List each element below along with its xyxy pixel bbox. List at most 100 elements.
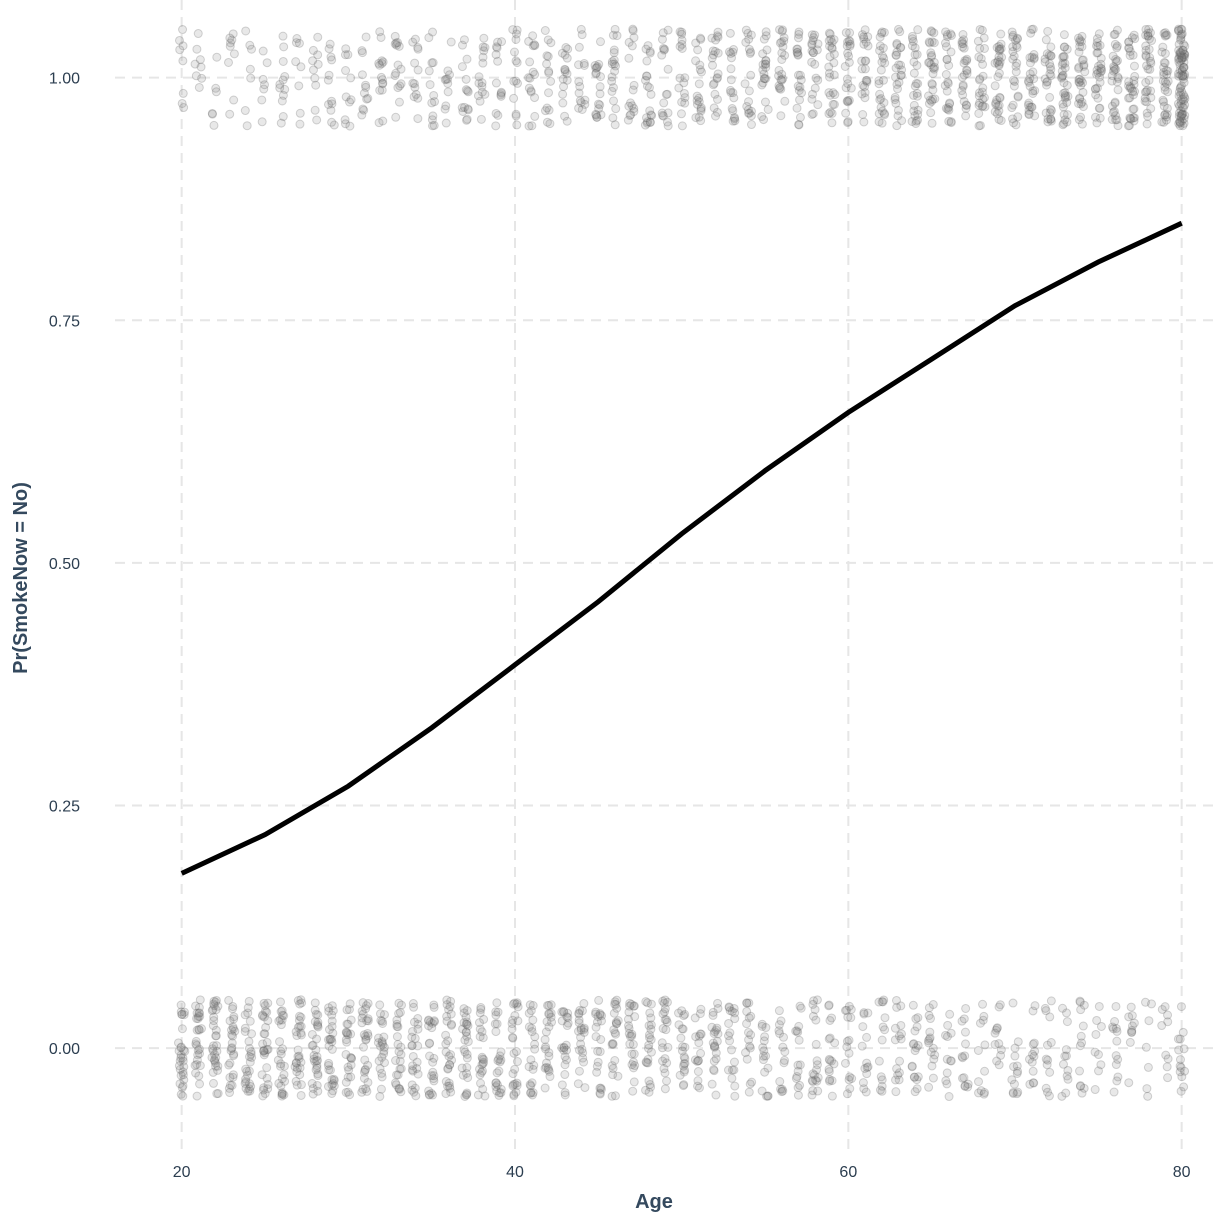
data-point (525, 57, 535, 67)
data-point (213, 1061, 223, 1071)
data-point (941, 1030, 951, 1040)
data-point (579, 999, 589, 1009)
data-point (645, 118, 655, 128)
data-point (761, 62, 771, 72)
data-point (845, 1084, 855, 1094)
data-point (743, 28, 753, 38)
data-point (1160, 1002, 1170, 1012)
data-point (1162, 103, 1172, 113)
data-point (1096, 53, 1106, 63)
data-point (295, 1063, 305, 1073)
data-point (740, 79, 750, 89)
data-point (661, 1015, 671, 1025)
data-point (824, 1054, 834, 1064)
data-point (1180, 100, 1190, 110)
data-point (1008, 75, 1018, 85)
data-point (228, 1004, 238, 1014)
data-point (1179, 52, 1189, 62)
data-point (1092, 34, 1102, 44)
data-point (1173, 26, 1183, 36)
data-point (607, 76, 617, 86)
data-point (744, 1013, 754, 1023)
data-point (925, 1014, 935, 1024)
data-point (1107, 115, 1117, 125)
data-point (974, 1088, 984, 1098)
data-point (843, 1012, 853, 1022)
data-point (375, 60, 385, 70)
data-point (408, 1051, 418, 1061)
data-point (595, 100, 605, 110)
data-point (1008, 46, 1018, 56)
data-point (693, 1067, 703, 1077)
data-point (859, 34, 869, 44)
data-point (190, 59, 200, 69)
data-point (361, 1034, 371, 1044)
data-point (629, 103, 639, 113)
data-point (958, 81, 968, 91)
data-point (359, 88, 369, 98)
data-point (910, 81, 920, 91)
data-point (658, 1024, 668, 1034)
data-point (292, 1080, 302, 1090)
data-point (610, 997, 620, 1007)
data-point (727, 1073, 737, 1083)
data-point (327, 1044, 337, 1054)
data-point (910, 50, 920, 60)
data-point (741, 25, 751, 35)
data-point (363, 1060, 373, 1070)
data-point (626, 110, 636, 120)
data-point (227, 1080, 237, 1090)
data-point (1144, 75, 1154, 85)
data-point (696, 67, 706, 77)
data-point (1140, 997, 1150, 1007)
data-point (774, 83, 784, 93)
data-point (291, 57, 301, 67)
data-point (192, 44, 202, 54)
data-point (544, 1065, 554, 1075)
data-point (194, 1024, 204, 1034)
data-point (374, 1033, 384, 1043)
data-point (896, 60, 906, 70)
data-point (857, 1041, 867, 1051)
data-point (1029, 54, 1039, 64)
data-point (1142, 97, 1152, 107)
data-point (1108, 51, 1118, 61)
data-point (1008, 42, 1018, 52)
data-point (1178, 74, 1188, 84)
data-point (292, 1031, 302, 1041)
data-point (1095, 72, 1105, 82)
data-point (1028, 1049, 1038, 1059)
data-point (608, 83, 618, 93)
data-point (795, 82, 805, 92)
data-point (508, 1032, 518, 1042)
data-point (559, 82, 569, 92)
data-point (777, 26, 787, 36)
data-point (824, 1001, 834, 1011)
data-point (340, 115, 350, 125)
data-point (1143, 28, 1153, 38)
data-point (491, 1078, 501, 1088)
data-point (390, 31, 400, 41)
data-point (579, 1057, 589, 1067)
data-point (730, 1081, 740, 1091)
data-point (811, 73, 821, 83)
data-point (980, 102, 990, 112)
data-point (1060, 88, 1070, 98)
data-point (457, 40, 467, 50)
data-point (890, 1023, 900, 1033)
data-point (610, 120, 620, 130)
data-point (429, 90, 439, 100)
data-point (1075, 74, 1085, 84)
data-point (730, 1014, 740, 1024)
data-point (961, 100, 971, 110)
data-point (528, 1064, 538, 1074)
data-point (641, 1085, 651, 1095)
data-point (909, 1072, 919, 1082)
data-point (1160, 58, 1170, 68)
data-point (563, 1008, 573, 1018)
data-point (1109, 106, 1119, 116)
data-point (196, 62, 206, 72)
data-point (930, 94, 940, 104)
data-point (507, 1019, 517, 1029)
data-point (413, 1014, 423, 1024)
